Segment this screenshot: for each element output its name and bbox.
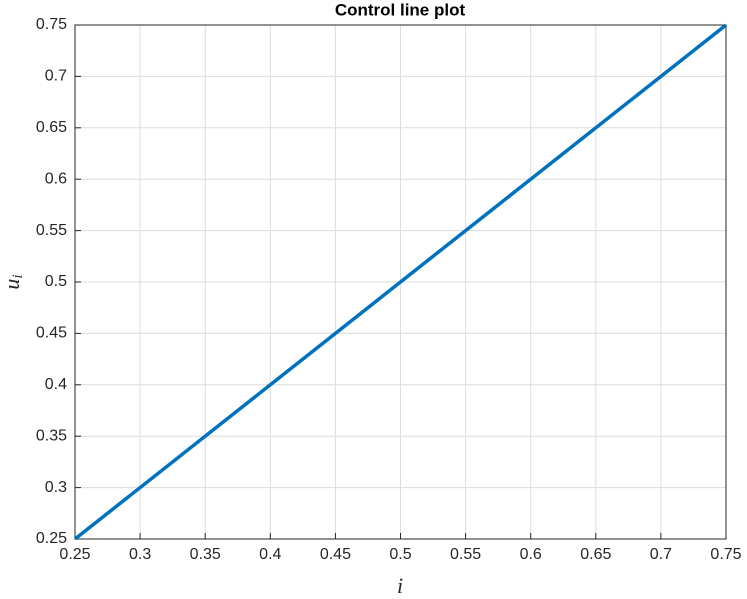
x-tick-label: 0.6 — [520, 546, 542, 563]
y-tick-label: 0.65 — [36, 119, 67, 136]
x-tick-label: 0.3 — [129, 546, 151, 563]
x-tick-label: 0.55 — [450, 546, 481, 563]
x-tick-label: 0.65 — [580, 546, 611, 563]
x-tick-label: 0.35 — [190, 546, 221, 563]
y-tick-label: 0.55 — [36, 222, 67, 239]
y-tick-label: 0.6 — [45, 170, 67, 187]
y-tick-label: 0.7 — [45, 68, 67, 85]
x-tick-label: 0.25 — [59, 546, 90, 563]
y-axis-label: ui — [0, 274, 26, 289]
y-label-subscript: i — [10, 274, 26, 278]
y-axis-label-group: ui — [0, 274, 26, 289]
x-tick-label: 0.5 — [389, 546, 411, 563]
x-tick-label: 0.4 — [259, 546, 281, 563]
x-tick-label: 0.75 — [710, 546, 741, 563]
y-tick-label: 0.35 — [36, 427, 67, 444]
y-tick-label: 0.5 — [45, 273, 67, 290]
y-tick-label: 0.4 — [45, 376, 67, 393]
chart-title: Control line plot — [335, 0, 466, 19]
x-tick-label: 0.7 — [650, 546, 672, 563]
data-line — [73, 23, 728, 541]
y-tick-label: 0.75 — [36, 16, 67, 33]
y-tick-label: 0.45 — [36, 325, 67, 342]
axes-box — [74, 24, 727, 540]
y-label-base: u — [0, 279, 24, 290]
x-axis-label: i — [397, 573, 403, 598]
x-tick-label: 0.45 — [320, 546, 351, 563]
y-tick-label: 0.3 — [45, 479, 67, 496]
y-tick-label: 0.25 — [36, 530, 67, 547]
